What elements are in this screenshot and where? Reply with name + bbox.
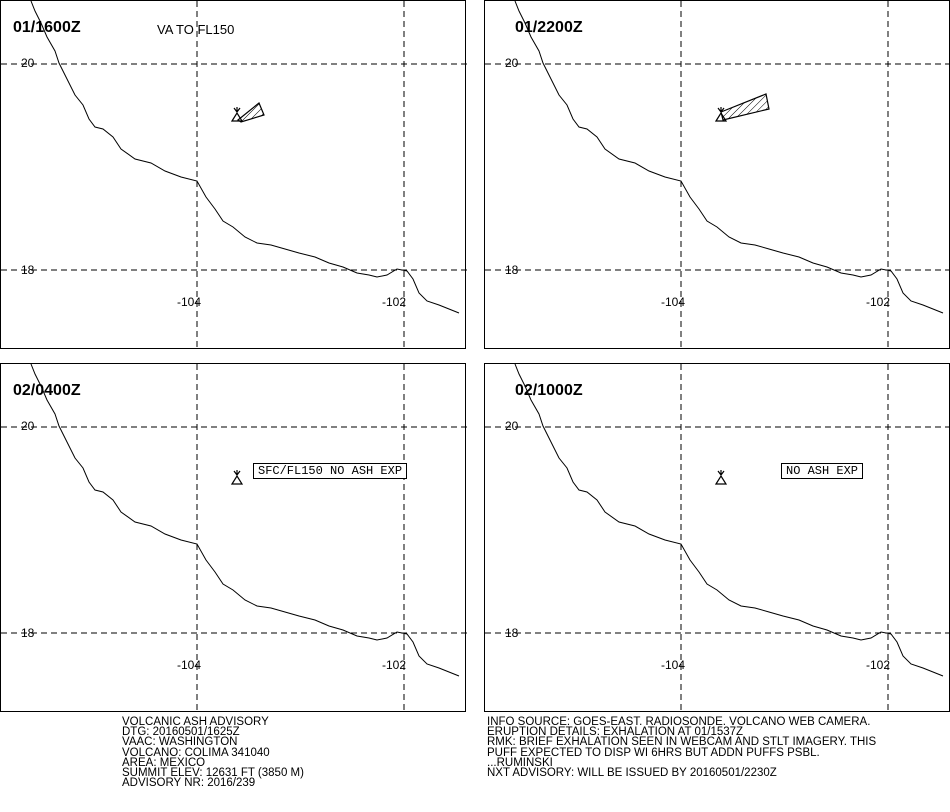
info-line: ...RUMINSKI [487,756,553,769]
advisory-header-block: VOLCANIC ASH ADVISORY DTG: 20160501/1625… [122,716,304,790]
lat-label-18: 18 [505,263,519,277]
panel-time-label: 01/2200Z [515,19,583,36]
lon-label-104: -104 [177,295,202,309]
lon-label-102: -102 [382,295,407,309]
coastline [30,364,460,677]
panel-time-label: 01/1600Z [13,19,81,36]
map-canvas [485,1,950,350]
advisory-line: VAAC: WASHINGTON [122,736,238,749]
info-line: NXT ADVISORY: WILL BE ISSUED BY 20160501… [487,766,777,779]
lon-label-102: -102 [866,658,891,672]
forecast-panel-4: 02/1000Z 20 18 -104 -102 NO ASH EXP [484,363,950,713]
info-line: RMK: BRIEF EXHALATION SEEN IN WEBCAM AND… [487,736,877,749]
lat-label-18: 18 [505,626,519,640]
ash-polygon [236,102,265,123]
advisory-line: VOLCANIC ASH ADVISORY [122,716,269,728]
panel-time-label: 02/1000Z [515,382,583,399]
lat-label-18: 18 [21,626,35,640]
lat-label-20: 20 [505,419,519,433]
forecast-panel-1: 01/1600Z VA TO FL150 20 18 -104 -102 [0,0,467,350]
info-line: ERUPTION DETAILS: EXHALATION AT 01/1537Z [487,726,744,739]
volcano-icon [714,470,728,485]
advisory-line: SUMMIT ELEV: 12631 FT (3850 M) [122,766,304,779]
coastline [514,364,944,677]
no-ash-note: NO ASH EXP [781,463,864,479]
advisory-line: VOLCANO: COLIMA 341040 [122,746,270,759]
va-level-label: VA TO FL150 [157,22,235,37]
lon-label-104: -104 [177,658,202,672]
forecast-panel-3: 02/0400Z 20 18 -104 -102 SFC/FL150 NO AS… [0,363,467,713]
advisory-line: AREA: MEXICO [122,756,206,769]
lon-label-102: -102 [866,295,891,309]
lat-label-20: 20 [505,56,519,70]
coastline [30,1,460,314]
lat-label-20: 20 [21,56,35,70]
advisory-line: DTG: 20160501/1625Z [122,726,240,739]
info-line: PUFF EXPECTED TO DISP WI 6HRS BUT ADDN P… [487,746,820,759]
info-line: INFO SOURCE: GOES-EAST. RADIOSONDE. VOLC… [487,716,871,728]
advisory-line: ADVISORY NR: 2016/239 [122,777,256,790]
map-canvas [485,364,950,713]
advisory-info-block: INFO SOURCE: GOES-EAST. RADIOSONDE. VOLC… [487,716,877,779]
lat-label-18: 18 [21,263,35,277]
coastline [514,1,944,314]
forecast-panel-2: 01/2200Z 20 18 -104 -102 [484,0,950,350]
map-canvas [1,1,467,350]
lon-label-104: -104 [661,295,686,309]
ash-polygon [720,93,770,121]
volcano-icon [230,470,244,485]
no-ash-note: SFC/FL150 NO ASH EXP [253,463,408,479]
volcano-icon [230,107,244,122]
lon-label-102: -102 [382,658,407,672]
lon-label-104: -104 [661,658,686,672]
map-canvas [1,364,467,713]
lat-label-20: 20 [21,419,35,433]
panel-time-label: 02/0400Z [13,382,81,399]
